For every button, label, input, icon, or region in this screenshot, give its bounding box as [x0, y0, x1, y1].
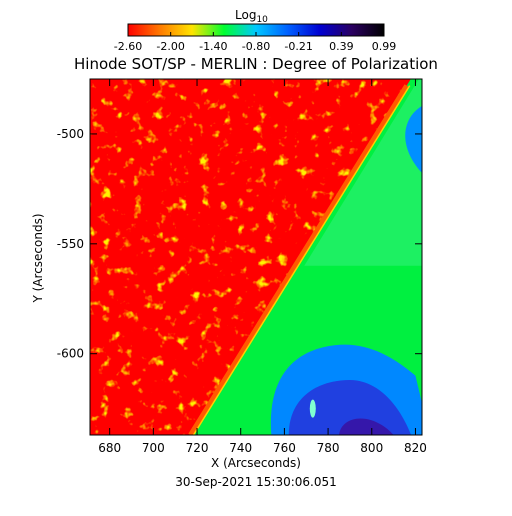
y-tick-label: -500: [57, 127, 84, 141]
y-axis-label: Y (Arcseconds): [31, 213, 45, 303]
colorbar-tick-label: -0.80: [242, 40, 270, 53]
x-tick-label: 760: [273, 441, 296, 455]
limb-edge: [192, 85, 411, 435]
offlimb-purple: [339, 418, 394, 435]
x-axis-label: X (Arcseconds): [211, 456, 301, 470]
x-tick-label: 740: [229, 441, 252, 455]
offlimb-dark-blue: [288, 380, 412, 435]
colorbar-tick-label: -2.00: [156, 40, 184, 53]
x-tick-label: 680: [98, 441, 121, 455]
colorbar-tick-label: 0.39: [329, 40, 354, 53]
x-tick-label: 700: [142, 441, 165, 455]
colorbar-ticks: -2.60 -2.00 -1.40 -0.80 -0.21 0.39 0.99: [114, 32, 396, 53]
colorbar-label: Log10: [235, 8, 268, 25]
offlimb-green-light: [304, 79, 422, 266]
x-tick-label: 780: [317, 441, 340, 455]
plot-frame: [89, 78, 423, 436]
limb-band: [188, 84, 409, 435]
offlimb-streak: [309, 399, 316, 418]
timestamp: 30-Sep-2021 15:30:06.051: [175, 475, 337, 489]
y-tick-label: -550: [57, 237, 84, 251]
x-tick-label: 720: [186, 441, 209, 455]
offlimb-blue-patch: [405, 106, 422, 173]
y-axis: -600 -550 -500: [57, 127, 422, 361]
colorbar-tick-label: -2.60: [114, 40, 142, 53]
colorbar-tick-label: -1.40: [199, 40, 227, 53]
x-axis: 680 700 720 740 760 780 800 820: [98, 79, 427, 455]
chart-title: Hinode SOT/SP - MERLIN : Degree of Polar…: [74, 55, 438, 73]
x-tick-label: 800: [360, 441, 383, 455]
colorbar-tick-label: 0.99: [372, 40, 397, 53]
colorbar-label-base: Log: [235, 8, 256, 22]
colorbar-tick-label: -0.21: [284, 40, 312, 53]
colorbar-label-sub: 10: [256, 15, 268, 25]
x-tick-label: 820: [404, 441, 427, 455]
plot-area: [90, 79, 422, 435]
y-tick-label: -600: [57, 347, 84, 361]
